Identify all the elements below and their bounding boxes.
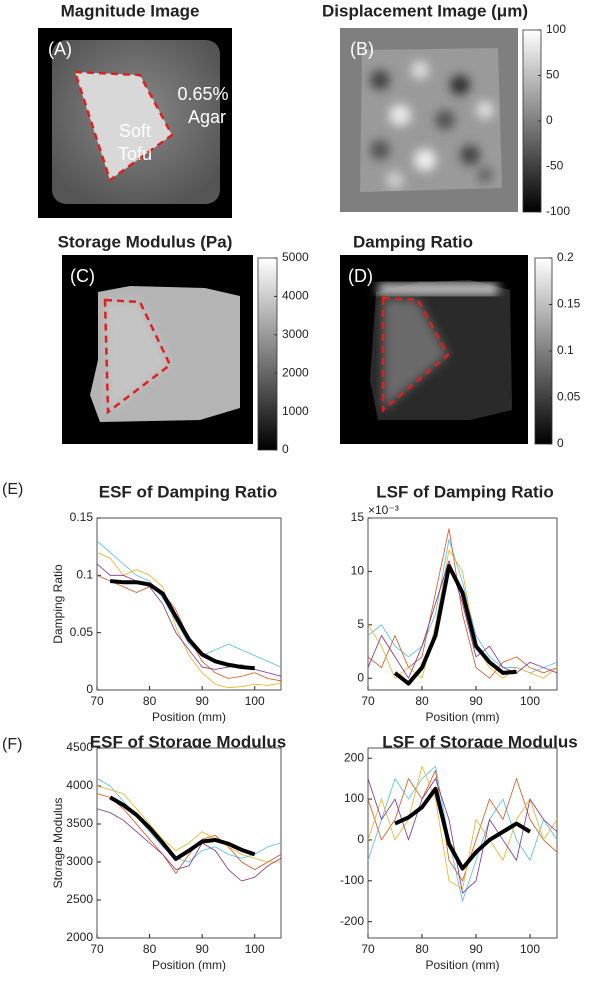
y-tick-label: 4500 (66, 740, 93, 754)
annotation: Tofu (118, 144, 152, 164)
y-tick-label: 4000 (66, 778, 93, 792)
panel-title: Damping Ratio (353, 232, 473, 251)
panel-title: Displacement Image (μm) (322, 1, 528, 20)
colorbar-tick-label: 4000 (282, 289, 309, 303)
x-tick-label: 90 (469, 942, 483, 956)
colorbar-tick-label: 0.05 (557, 390, 581, 404)
line-series (109, 579, 255, 671)
y-tick-label: 0 (357, 670, 364, 684)
y-axis-label: Storage Modulus (51, 798, 65, 889)
colorbar-tick-label: 1000 (282, 404, 309, 418)
line-series (96, 808, 282, 882)
panel-label: (C) (70, 266, 95, 286)
x-axis-label: Position (mm) (152, 710, 226, 724)
colorbar-tick-label: 50 (546, 68, 560, 82)
colorbar-tick-label: 0 (282, 442, 289, 456)
annotation: Soft (119, 121, 151, 141)
x-axis-label: Position (mm) (425, 958, 499, 972)
line-series (109, 795, 256, 861)
y-tick-label: 0.15 (70, 510, 94, 524)
line-series (96, 552, 282, 689)
x-tick-label: 90 (195, 942, 209, 956)
line-series (96, 785, 281, 863)
y-tick-label: 3000 (66, 854, 93, 868)
x-tick-label: 80 (415, 694, 429, 708)
x-tick-label: 70 (361, 694, 375, 708)
colorbar-tick-label: 0 (546, 113, 553, 127)
panel-label: (B) (350, 39, 374, 59)
y-tick-label: 0.05 (70, 625, 94, 639)
chart-title: ESF of Storage Modulus (90, 732, 286, 751)
line-series (367, 560, 558, 679)
x-tick-label: 100 (245, 694, 265, 708)
y-tick-label: 3500 (66, 816, 93, 830)
annotation: 0.65% (177, 84, 228, 104)
line-series (367, 778, 558, 894)
x-tick-label: 80 (415, 942, 429, 956)
x-tick-label: 70 (90, 942, 104, 956)
row-label: (E) (2, 481, 23, 498)
x-tick-label: 100 (520, 942, 540, 956)
annotation: Agar (188, 107, 226, 127)
storage-modulus-image (62, 255, 278, 451)
y-tick-label: 0 (357, 832, 364, 846)
colorbar-tick-label: 100 (546, 22, 566, 36)
chart-title: LSF of Damping Ratio (376, 482, 554, 501)
plot-frame (96, 517, 282, 691)
y-tick-label: -200 (340, 914, 364, 928)
row-label: (F) (2, 736, 22, 753)
colorbar-tick-label: 0.1 (557, 343, 574, 357)
x-tick-label: 90 (195, 694, 209, 708)
x-tick-label: 90 (469, 694, 483, 708)
colorbar-tick-label: 0.2 (557, 250, 574, 264)
y-axis-label: Damping Ratio (51, 564, 65, 644)
chart-title: LSF of Storage Modulus (382, 732, 578, 751)
y-tick-label: 0 (86, 682, 93, 696)
line-series (367, 528, 558, 679)
panel-label: (D) (348, 266, 373, 286)
colorbar-tick-label: 0 (557, 436, 564, 450)
y-tick-label: 15 (351, 510, 365, 524)
y-tick-label: 100 (344, 791, 364, 805)
colorbar-tick-label: 2000 (282, 365, 309, 379)
line-series (367, 765, 558, 890)
y-tick-label: -100 (340, 873, 364, 887)
y-tick-label: 0.1 (76, 568, 93, 582)
colorbar-tick-label: 5000 (282, 250, 309, 264)
x-tick-label: 100 (245, 942, 265, 956)
line-series (96, 540, 282, 668)
plot-frame (367, 747, 558, 939)
y-tick-label: 10 (351, 564, 365, 578)
line-series (393, 564, 517, 686)
x-tick-label: 100 (520, 694, 540, 708)
y-tick-label: 5 (357, 617, 364, 631)
panel-title: Magnitude Image (61, 1, 200, 20)
x-tick-label: 70 (90, 694, 104, 708)
y-tick-label: 200 (344, 750, 364, 764)
damping-ratio-image (340, 255, 553, 445)
panel-label: (A) (48, 39, 72, 59)
colorbar-tick-label: -50 (546, 159, 564, 173)
chart-title: ESF of Damping Ratio (99, 482, 278, 501)
x-tick-label: 70 (361, 942, 375, 956)
displacement-image (340, 28, 542, 213)
magnitude-image (38, 28, 232, 218)
colorbar-tick-label: 3000 (282, 327, 309, 341)
line-series (394, 786, 532, 871)
y-tick-label: 2000 (66, 930, 93, 944)
x-tick-label: 80 (143, 694, 157, 708)
y-tick-label: 2500 (66, 892, 93, 906)
axis-multiplier: ×10⁻³ (368, 503, 399, 517)
panel-title: Storage Modulus (Pa) (58, 232, 233, 251)
x-axis-label: Position (mm) (152, 958, 226, 972)
x-tick-label: 80 (143, 942, 157, 956)
colorbar-tick-label: 0.15 (557, 297, 581, 311)
line-series (367, 765, 558, 902)
x-axis-label: Position (mm) (425, 710, 499, 724)
colorbar-tick-label: -100 (546, 204, 570, 218)
line-series (96, 793, 282, 874)
